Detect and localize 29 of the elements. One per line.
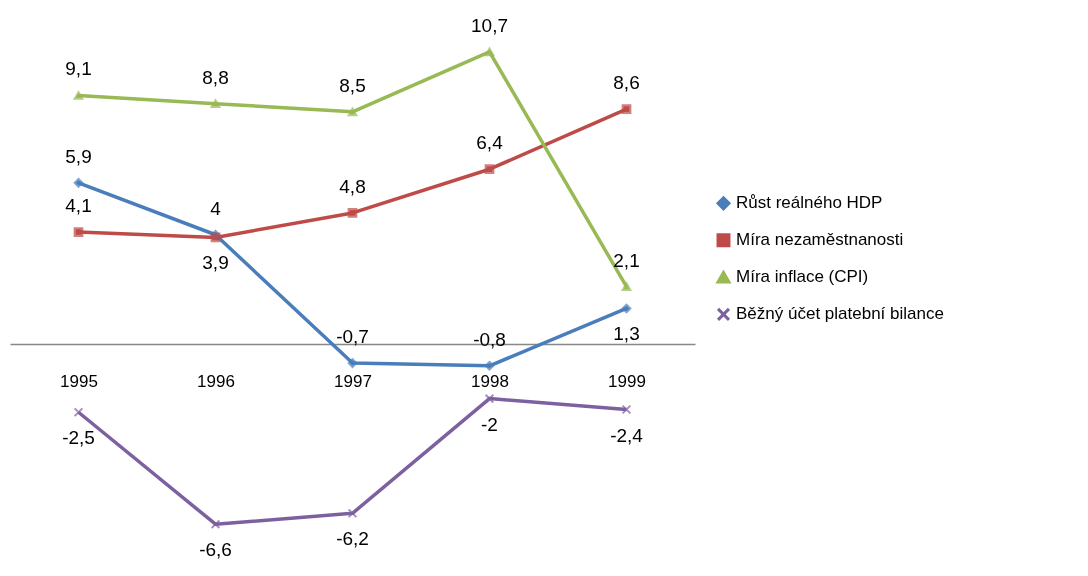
legend-label: Míra inflace (CPI): [736, 267, 869, 287]
data-label: 6,4: [476, 132, 504, 154]
data-label: -6,6: [199, 539, 232, 561]
data-label: 8,8: [202, 66, 229, 88]
x-tick-label: 1996: [197, 372, 235, 392]
data-label: 3,9: [202, 252, 229, 274]
x-tick-label: 1995: [60, 372, 98, 392]
data-label: -2,5: [62, 427, 95, 449]
x-tick-label: 1997: [334, 372, 372, 392]
legend-label: Míra nezaměstnanosti: [736, 230, 904, 250]
data-label: 5,9: [65, 145, 92, 167]
data-label: -6,2: [336, 528, 369, 550]
legend-label: Růst reálného HDP: [736, 193, 883, 213]
data-label: 4,8: [339, 175, 366, 197]
data-label: -2,4: [610, 424, 644, 446]
data-label: 4: [210, 197, 222, 219]
data-label: 8,6: [613, 72, 640, 94]
x-tick-label: 1998: [471, 372, 509, 392]
data-label: 9,1: [65, 58, 92, 80]
data-label: 10,7: [471, 14, 508, 36]
data-label: 4,1: [65, 195, 92, 217]
x-tick-label: 1999: [608, 372, 646, 392]
data-label: -0,7: [336, 326, 369, 348]
legend-label: Běžný účet platební bilance: [736, 304, 944, 324]
data-label: 8,5: [339, 74, 366, 96]
data-label: 1,3: [613, 323, 640, 345]
data-label: -2: [481, 413, 498, 435]
data-label: -0,8: [473, 328, 506, 350]
data-label: 2,1: [613, 249, 640, 271]
